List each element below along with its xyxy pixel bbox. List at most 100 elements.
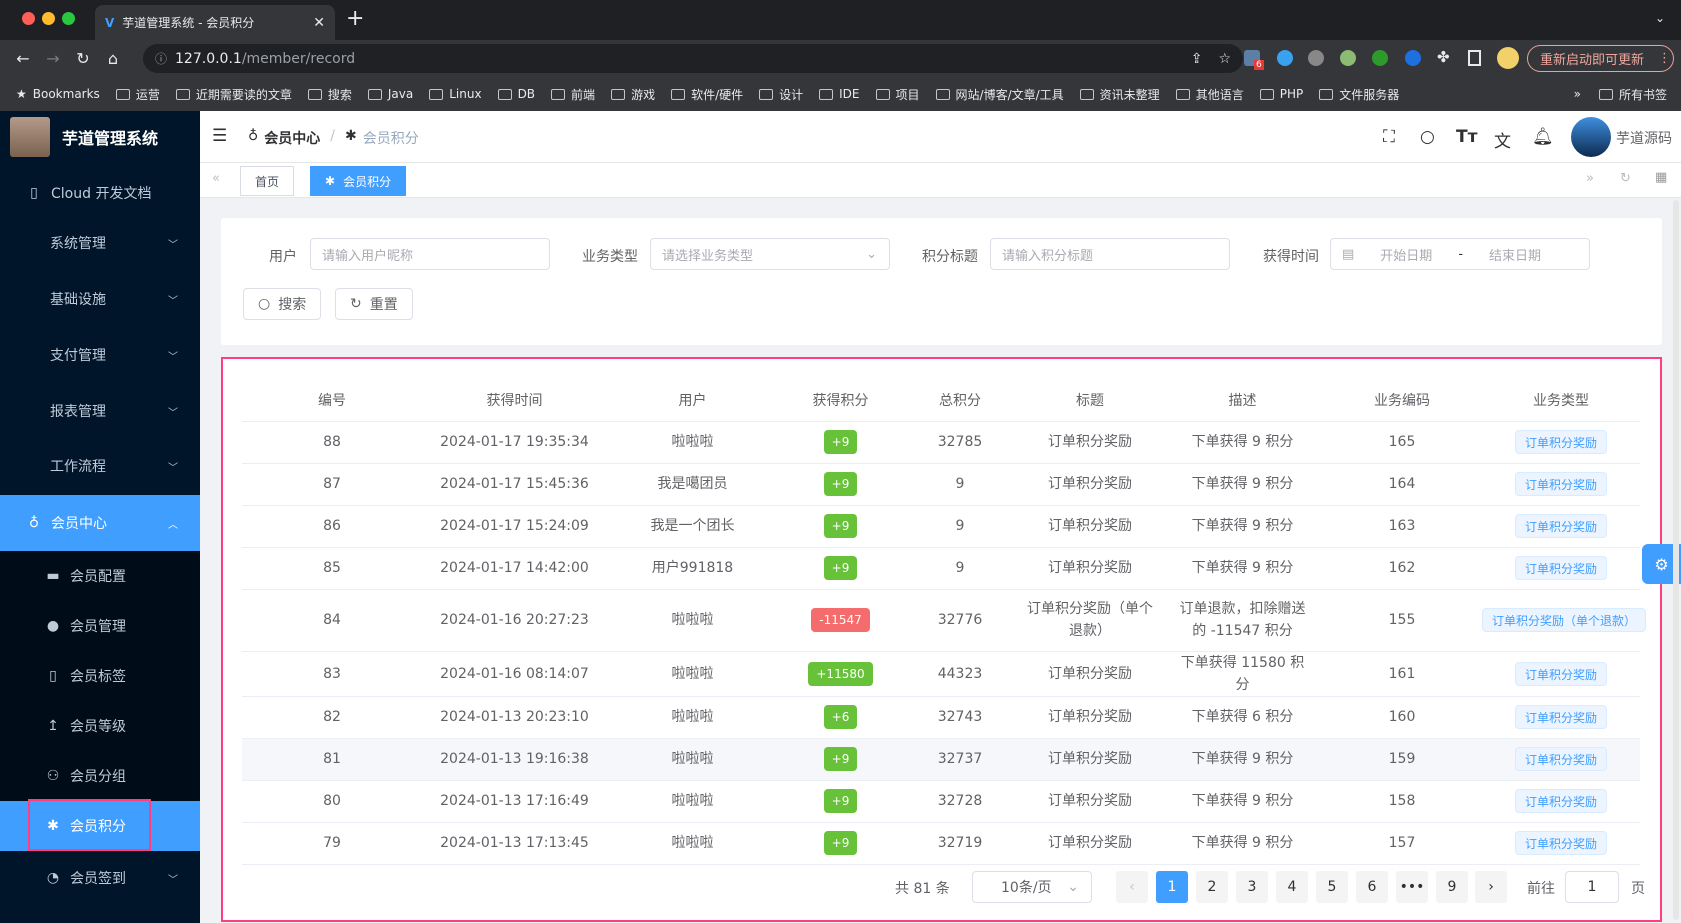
table-row[interactable]: 84 2024-01-16 20:27:23 啦啦啦 -11547 32776 订单积分奖… <box>242 589 1647 652</box>
biz-type-select[interactable]: 请选择业务类型 ⌄ <box>650 238 890 270</box>
user-input[interactable]: 请输入用户昵称 <box>310 238 550 270</box>
sidebar-item[interactable]: 系统管理 ﹀ <box>0 215 200 271</box>
table-row[interactable]: 83 2024-01-16 08:14:07 啦啦啦 +11580 44323 订单积分奖… <box>242 651 1640 697</box>
bookmark-item[interactable]: Java <box>367 87 413 101</box>
table-row[interactable]: 81 2024-01-13 19:16:38 啦啦啦 +9 32737 订单积分奖励 下单获… <box>242 738 1640 781</box>
sidebar-subitem[interactable]: ✱ 会员积分 <box>0 799 200 851</box>
page-scrollbar[interactable] <box>1673 200 1679 920</box>
table-row[interactable]: 79 2024-01-13 17:13:45 啦啦啦 +9 32719 订单积分奖励 下单获… <box>242 822 1640 865</box>
bookmark-item[interactable]: 项目 <box>875 86 920 103</box>
bookmark-item[interactable]: ★ Bookmarks <box>16 87 100 101</box>
close-window-button[interactable] <box>22 12 35 25</box>
prev-page-button[interactable]: ‹ <box>1116 871 1148 903</box>
app-logo[interactable]: 芋道管理系统 <box>0 111 200 163</box>
sidebar-subitem[interactable]: ▯ 会员标签 <box>0 651 200 701</box>
forward-icon[interactable]: → <box>46 49 60 68</box>
search-button[interactable]: ○ 搜索 <box>243 288 322 320</box>
page-button[interactable]: 6 <box>1356 871 1388 903</box>
reset-button[interactable]: ↻ 重置 <box>335 288 413 320</box>
breadcrumb-item[interactable]: 会员中心 <box>264 131 321 147</box>
user-avatar[interactable] <box>1571 117 1611 157</box>
bookmark-item[interactable]: 搜索 <box>307 86 352 103</box>
sidebar-subitem[interactable]: ◔ 会员签到 ﹀ <box>0 851 200 905</box>
sidebar-subitem[interactable]: ↥ 会员等级 <box>0 701 200 751</box>
home-icon[interactable]: ⌂ <box>107 49 119 68</box>
page-size-select[interactable]: 10条/页 ⌄ <box>972 871 1092 903</box>
bookmark-item[interactable]: 文件服务器 <box>1319 86 1399 103</box>
hamburger-icon[interactable]: ☰ <box>212 126 228 146</box>
reload-icon[interactable]: ↻ <box>76 49 90 68</box>
next-page-button[interactable]: › <box>1475 871 1507 903</box>
bookmark-item[interactable]: 近期需要读的文章 <box>175 86 292 103</box>
bookmark-item[interactable]: 软件/硬件 <box>671 86 743 103</box>
bookmark-item[interactable]: 资讯未整理 <box>1079 86 1160 103</box>
bookmark-item[interactable]: 运营 <box>115 86 160 103</box>
refresh-icon[interactable]: ↻ <box>1620 171 1631 186</box>
page-button[interactable]: 3 <box>1236 871 1268 903</box>
bookmark-item[interactable]: PHP <box>1259 87 1303 101</box>
bookmark-item[interactable]: 网站/博客/文章/工具 <box>935 86 1064 103</box>
extensions-puzzle-icon[interactable]: ✤ <box>1437 48 1450 66</box>
bookmark-item[interactable]: 设计 <box>759 86 803 103</box>
extension-diamond-icon[interactable] <box>1277 50 1293 66</box>
bookmark-item[interactable]: 前端 <box>551 86 595 103</box>
minimize-window-button[interactable] <box>42 12 55 25</box>
bookmarks-overflow-button[interactable]: » <box>1573 87 1581 101</box>
page-button[interactable]: 5 <box>1316 871 1348 903</box>
profile-avatar[interactable] <box>1497 47 1519 69</box>
sidebar-item[interactable]: ♁ 会员中心 ︿ <box>0 495 200 551</box>
table-row[interactable]: 80 2024-01-13 17:16:49 啦啦啦 +9 32728 订单积分奖励 下单获… <box>242 780 1640 823</box>
tab-search-chevron-icon[interactable]: ⌄ <box>1654 11 1665 25</box>
search-icon[interactable]: ○ <box>1420 127 1435 147</box>
page-button[interactable]: 2 <box>1196 871 1228 903</box>
goto-page-input[interactable]: 1 <box>1565 871 1619 903</box>
bookmark-star-icon[interactable]: ☆ <box>1218 50 1231 67</box>
table-row[interactable]: 87 2024-01-17 15:45:36 我是噶团员 +9 9 订单积分奖励 下单获得 … <box>242 463 1640 506</box>
page-button[interactable]: 4 <box>1276 871 1308 903</box>
scroll-right-icon[interactable]: » <box>1586 171 1594 186</box>
sidebar-item[interactable]: 支付管理 ﹀ <box>0 327 200 383</box>
back-icon[interactable]: ← <box>16 49 30 68</box>
translate-icon[interactable]: 文 <box>1494 132 1511 152</box>
sidebar-subitem[interactable]: ● 会员管理 <box>0 601 200 651</box>
url-bar[interactable]: ⓘ 127.0.0.1/member/record ⇪ ☆ <box>143 44 1243 73</box>
new-tab-button[interactable]: + <box>346 6 365 31</box>
bell-icon[interactable]: 🔔︎ <box>1532 127 1554 147</box>
table-row[interactable]: 86 2024-01-17 15:24:09 我是一个团长 +9 9 订单积分奖励 下单获得… <box>242 505 1640 548</box>
page-button[interactable]: 9 <box>1436 871 1468 903</box>
close-tab-icon[interactable]: ✕ <box>313 14 325 31</box>
extension-icon[interactable] <box>1340 50 1356 66</box>
table-row[interactable]: 85 2024-01-17 14:42:00 用户991818 +9 9 订单积分奖励 下单… <box>242 547 1640 590</box>
side-panel-icon[interactable] <box>1468 50 1481 66</box>
browser-tab[interactable]: V 芋道管理系统 - 会员积分 ✕ <box>95 5 335 40</box>
grid-menu-icon[interactable]: ▦ <box>1655 170 1668 185</box>
maximize-window-button[interactable] <box>62 12 75 25</box>
sidebar-item[interactable]: 基础设施 ﹀ <box>0 271 200 327</box>
sidebar-subitem[interactable]: ▬ 会员配置 <box>0 551 200 601</box>
tag-active[interactable]: ✱ 会员积分 <box>310 166 407 196</box>
tag-home[interactable]: 首页 <box>240 166 295 196</box>
title-input[interactable]: 请输入积分标题 <box>990 238 1230 270</box>
sidebar-item[interactable]: ▯ Cloud 开发文档 <box>0 171 200 215</box>
table-row[interactable]: 88 2024-01-17 19:35:34 啦啦啦 +9 32785 订单积分奖励 下单获… <box>242 421 1640 464</box>
user-name[interactable]: 芋道源码 <box>1616 131 1672 147</box>
sidebar-item[interactable]: 工作流程 ﹀ <box>0 438 200 494</box>
fullscreen-icon[interactable]: ⛶ <box>1383 127 1395 147</box>
extension-icon[interactable] <box>1308 50 1324 66</box>
extension-icon[interactable] <box>1405 50 1421 66</box>
bookmark-item[interactable]: Linux <box>429 87 482 101</box>
more-pages-button[interactable]: ••• <box>1396 871 1428 903</box>
share-icon[interactable]: ⇪ <box>1190 50 1203 67</box>
page-button[interactable]: 1 <box>1156 871 1188 903</box>
all-bookmarks-button[interactable]: 所有书签 <box>1598 86 1667 103</box>
scroll-left-icon[interactable]: « <box>212 171 220 186</box>
bookmark-item[interactable]: DB <box>497 87 535 101</box>
extension-icon[interactable] <box>1372 50 1388 66</box>
bookmark-item[interactable]: 其他语言 <box>1175 86 1244 103</box>
sidebar-subitem[interactable]: ⚇ 会员分组 <box>0 751 200 801</box>
table-row[interactable]: 82 2024-01-13 20:23:10 啦啦啦 +6 32743 订单积分奖励 下单获… <box>242 696 1640 739</box>
update-button[interactable]: 重新启动即可更新 ⋮ <box>1527 45 1674 72</box>
more-icon[interactable]: ⋮ <box>1658 51 1672 66</box>
font-size-icon[interactable]: Tт <box>1456 127 1478 147</box>
date-range-picker[interactable]: ▤ 开始日期 - 结束日期 <box>1330 238 1590 270</box>
